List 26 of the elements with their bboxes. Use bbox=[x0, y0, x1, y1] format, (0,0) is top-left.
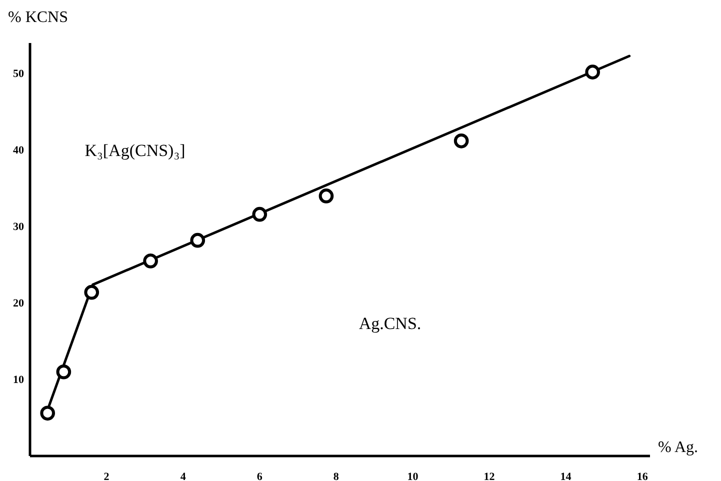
point bbox=[190, 232, 206, 248]
x-tick-label: 6 bbox=[256, 470, 263, 481]
point bbox=[56, 364, 72, 380]
x-tick-label: 8 bbox=[333, 470, 340, 481]
x-tick-label: 4 bbox=[180, 470, 186, 481]
y-tick-label: 10 bbox=[13, 374, 24, 386]
annotation: K₃[Ag(CNS)₃] bbox=[84, 141, 186, 160]
x-tick-label: 14 bbox=[560, 470, 572, 481]
point bbox=[454, 133, 469, 148]
point bbox=[318, 188, 334, 204]
y-tick-label: 30 bbox=[13, 221, 24, 234]
point bbox=[143, 254, 158, 268]
x-axis-title: % Ag. bbox=[658, 439, 698, 456]
point bbox=[84, 284, 100, 300]
x-tick-label: 12 bbox=[484, 470, 496, 481]
y-axis-title: % KCNS bbox=[8, 9, 68, 26]
x-tick-label: 10 bbox=[407, 470, 419, 481]
x-tick-label: 2 bbox=[104, 470, 110, 481]
x-tick-label: 16 bbox=[636, 470, 648, 481]
y-tick-label: 40 bbox=[13, 144, 24, 157]
annotation: Ag.CNS. bbox=[358, 314, 422, 333]
y-tick-label: 50 bbox=[13, 68, 24, 80]
point bbox=[585, 64, 600, 80]
point bbox=[40, 406, 56, 421]
point bbox=[252, 206, 268, 222]
y-tick-label: 20 bbox=[13, 298, 24, 310]
